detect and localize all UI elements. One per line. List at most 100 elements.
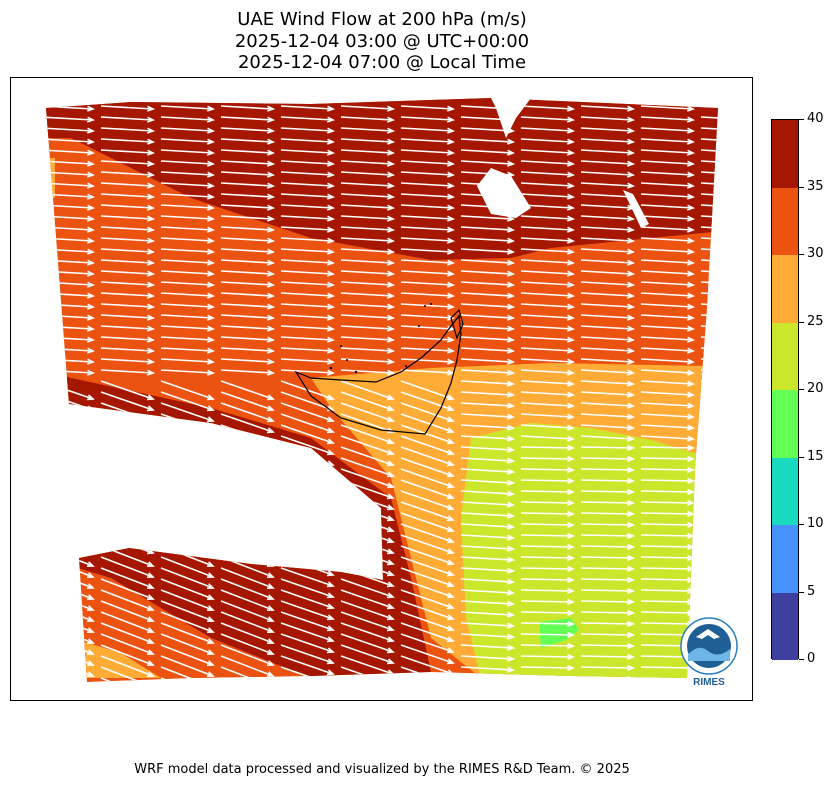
wind-arrow bbox=[520, 303, 576, 310]
gap-east bbox=[623, 190, 649, 228]
wind-arrow bbox=[46, 534, 95, 555]
wind-arrow bbox=[220, 116, 276, 123]
wind-arrow bbox=[700, 435, 718, 442]
wind-arrow bbox=[400, 358, 456, 365]
wind-arrow bbox=[580, 488, 636, 495]
colorbar-segment bbox=[772, 187, 798, 255]
wind-arrow bbox=[580, 576, 636, 583]
wind-arrow bbox=[280, 457, 335, 478]
wind-arrow bbox=[460, 435, 516, 442]
wind-arrow bbox=[340, 457, 395, 478]
wind-arrow bbox=[460, 237, 516, 244]
wind-arrow bbox=[580, 292, 636, 299]
wind-arrow bbox=[220, 204, 276, 211]
wind-arrow bbox=[460, 567, 516, 574]
colorbar-segment bbox=[772, 322, 798, 390]
wind-arrow bbox=[700, 499, 718, 506]
colorbar-tick-mark bbox=[799, 591, 804, 593]
wind-arrow bbox=[640, 347, 696, 354]
wind-arrow bbox=[580, 477, 636, 484]
wind-arrow bbox=[520, 281, 576, 288]
wind-arrow bbox=[160, 556, 215, 578]
wind-arrow bbox=[100, 292, 156, 299]
wind-arrow bbox=[460, 248, 516, 255]
wind-arrow bbox=[160, 677, 215, 682]
wind-arrow bbox=[520, 424, 576, 431]
wind-arrow bbox=[340, 633, 395, 654]
wind-arrow bbox=[580, 336, 636, 343]
wind-arrow bbox=[340, 314, 396, 321]
wind-arrow bbox=[400, 622, 455, 643]
wind-arrow bbox=[340, 281, 396, 288]
wind-arrow bbox=[160, 479, 215, 500]
wind-arrow bbox=[280, 303, 336, 310]
wind-arrow bbox=[700, 369, 718, 376]
rimes-logo: RIMES bbox=[680, 617, 738, 688]
wind-arrow bbox=[220, 292, 276, 299]
wind-arrow bbox=[640, 127, 696, 134]
wind-arrow bbox=[100, 160, 156, 167]
wind-arrow bbox=[340, 468, 395, 489]
wind-arrow bbox=[220, 138, 276, 145]
wind-arrow bbox=[520, 499, 576, 506]
wind-arrow bbox=[160, 501, 215, 522]
colorbar-tick-mark bbox=[799, 456, 804, 458]
wind-arrow bbox=[46, 116, 96, 123]
wind-arrow bbox=[340, 622, 395, 643]
wind-arrow bbox=[700, 127, 718, 134]
wind-arrow bbox=[160, 633, 215, 655]
colorbar-tick-mark bbox=[799, 254, 804, 255]
wind-arrow bbox=[220, 281, 276, 288]
wind-arrow bbox=[460, 270, 516, 277]
wind-arrow bbox=[520, 391, 576, 398]
wind-arrow bbox=[700, 336, 718, 343]
wind-arrow bbox=[400, 545, 455, 566]
wind-arrow bbox=[520, 653, 576, 660]
wind-arrow bbox=[100, 578, 155, 600]
wind-arrow bbox=[700, 303, 718, 310]
wind-arrow bbox=[160, 523, 215, 544]
wind-arrow bbox=[640, 116, 696, 123]
wind-arrow bbox=[280, 490, 335, 511]
wind-arrow bbox=[280, 138, 336, 145]
wind-arrow bbox=[400, 226, 456, 233]
wind-arrow bbox=[640, 499, 696, 506]
wind-arrow bbox=[520, 314, 576, 321]
wind-arrow bbox=[220, 611, 275, 633]
wind-arrow bbox=[100, 270, 156, 277]
wind-arrow bbox=[220, 303, 276, 310]
band-20-25 bbox=[461, 423, 711, 678]
wind-arrow bbox=[340, 446, 395, 467]
wind-arrow bbox=[100, 512, 155, 533]
wind-arrow bbox=[160, 138, 216, 145]
band-25-30-edge bbox=[47, 158, 55, 198]
wind-arrow bbox=[280, 512, 335, 533]
wind-arrow bbox=[700, 182, 718, 189]
wind-arrow bbox=[640, 314, 696, 321]
wind-arrow bbox=[160, 160, 216, 167]
wind-arrow bbox=[160, 457, 215, 478]
wind-arrow bbox=[400, 127, 456, 134]
wind-arrow bbox=[340, 160, 396, 167]
wind-arrow bbox=[280, 226, 336, 233]
wind-arrow bbox=[280, 523, 335, 544]
wind-arrow bbox=[640, 215, 696, 222]
wind-arrow bbox=[340, 248, 396, 255]
wind-arrow bbox=[640, 336, 696, 343]
wind-arrow bbox=[580, 325, 636, 332]
wind-arrow bbox=[100, 424, 155, 445]
wind-arrow bbox=[580, 455, 636, 462]
wind-arrow bbox=[280, 292, 336, 299]
wind-arrow bbox=[280, 655, 335, 676]
wind-arrow bbox=[580, 149, 636, 156]
band-25-30-corner bbox=[71, 638, 161, 678]
wind-arrow bbox=[520, 248, 576, 255]
wind-arrow bbox=[100, 215, 156, 222]
wind-arrow bbox=[160, 512, 215, 533]
wind-arrow bbox=[460, 490, 516, 497]
wind-arrow bbox=[280, 424, 335, 445]
wind-arrow bbox=[160, 204, 216, 211]
wind-arrow bbox=[460, 611, 516, 618]
wind-arrow bbox=[46, 413, 95, 434]
wind-arrow bbox=[160, 292, 216, 299]
